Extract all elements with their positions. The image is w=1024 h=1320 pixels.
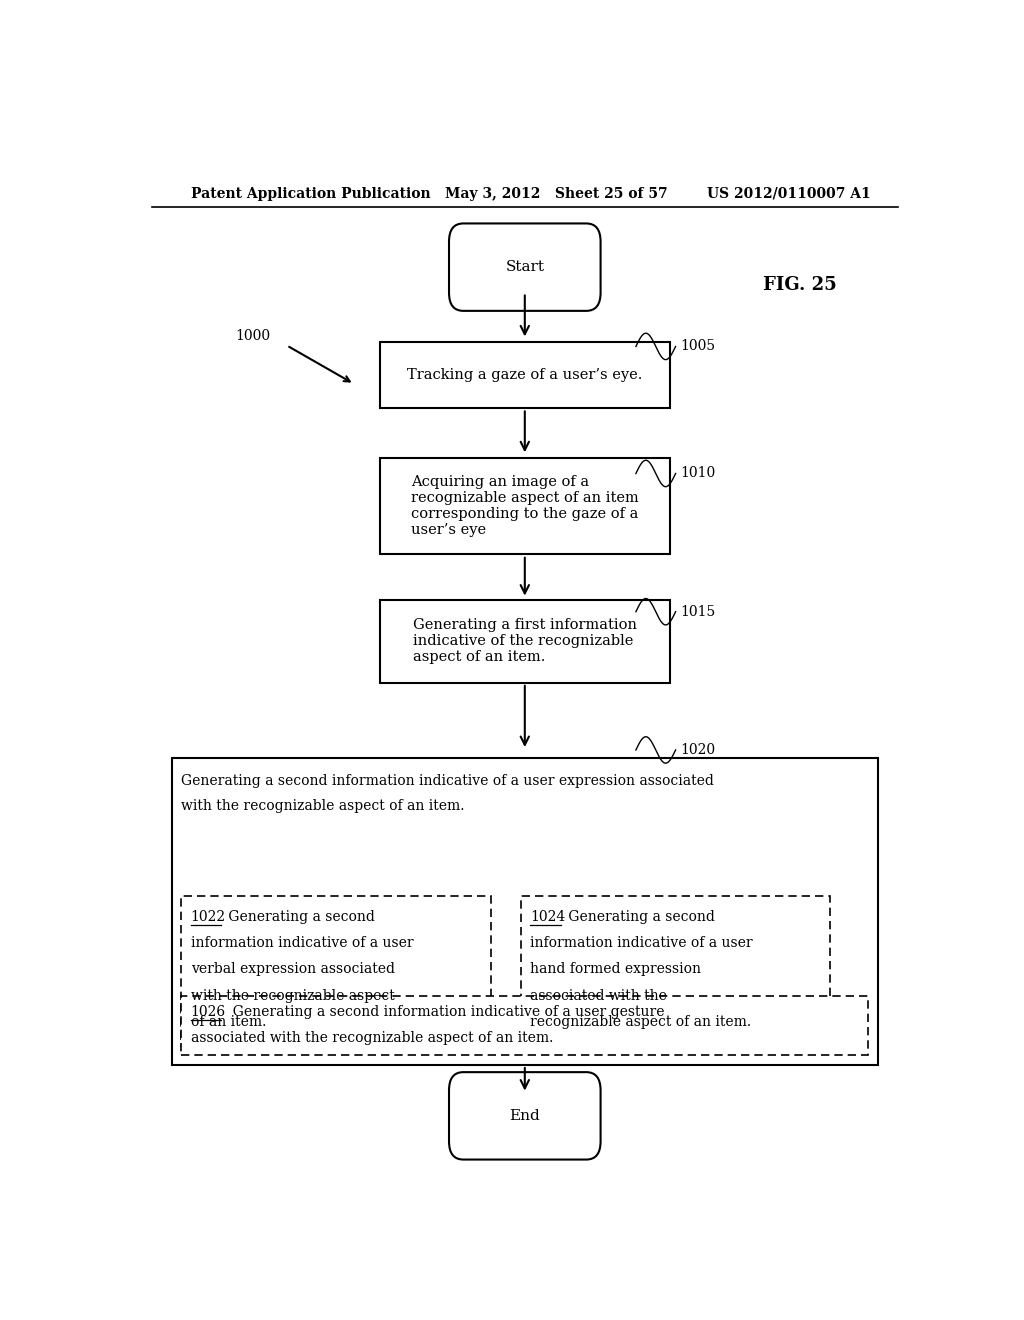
Text: 1022: 1022: [190, 909, 226, 924]
Text: 1020: 1020: [680, 743, 716, 756]
FancyBboxPatch shape: [449, 223, 601, 312]
Text: 1000: 1000: [236, 329, 270, 343]
Text: information indicative of a user: information indicative of a user: [190, 936, 414, 950]
Text: with the recognizable aspect of an item.: with the recognizable aspect of an item.: [181, 799, 465, 813]
Bar: [380, 458, 670, 554]
Text: with the recognizable aspect: with the recognizable aspect: [190, 989, 394, 1003]
Text: hand formed expression: hand formed expression: [530, 962, 701, 977]
Text: Start: Start: [505, 260, 545, 275]
Text: US 2012/0110007 A1: US 2012/0110007 A1: [708, 187, 871, 201]
Text: 1005: 1005: [680, 339, 716, 354]
Text: End: End: [509, 1109, 541, 1123]
Text: associated with the recognizable aspect of an item.: associated with the recognizable aspect …: [190, 1031, 553, 1044]
Bar: [172, 758, 878, 1065]
Text: 1010: 1010: [680, 466, 716, 480]
Text: information indicative of a user: information indicative of a user: [530, 936, 753, 950]
Text: recognizable aspect of an item.: recognizable aspect of an item.: [530, 1015, 752, 1030]
Text: Patent Application Publication: Patent Application Publication: [191, 187, 431, 201]
Text: verbal expression associated: verbal expression associated: [190, 962, 394, 977]
Text: FIG. 25: FIG. 25: [763, 276, 837, 294]
Text: 1015: 1015: [680, 605, 716, 619]
Bar: [380, 342, 670, 408]
Text: Generating a second information indicative of a user gesture: Generating a second information indicati…: [224, 1005, 665, 1019]
Text: Tracking a gaze of a user’s eye.: Tracking a gaze of a user’s eye.: [408, 368, 642, 381]
Text: May 3, 2012   Sheet 25 of 57: May 3, 2012 Sheet 25 of 57: [445, 187, 668, 201]
FancyBboxPatch shape: [449, 1072, 601, 1159]
Bar: [181, 896, 490, 1047]
Text: Generating a second: Generating a second: [563, 909, 715, 924]
Text: 1024: 1024: [530, 909, 565, 924]
Text: of an item.: of an item.: [190, 1015, 266, 1030]
Text: Generating a second: Generating a second: [224, 909, 375, 924]
Bar: [380, 599, 670, 682]
Text: associated with the: associated with the: [530, 989, 668, 1003]
Text: Generating a second information indicative of a user expression associated: Generating a second information indicati…: [181, 775, 714, 788]
Text: Acquiring an image of a
recognizable aspect of an item
corresponding to the gaze: Acquiring an image of a recognizable asp…: [411, 475, 639, 537]
Text: Generating a first information
indicative of the recognizable
aspect of an item.: Generating a first information indicativ…: [413, 618, 637, 664]
Bar: [181, 995, 868, 1055]
Text: 1026: 1026: [190, 1005, 226, 1019]
Bar: [521, 896, 830, 1047]
